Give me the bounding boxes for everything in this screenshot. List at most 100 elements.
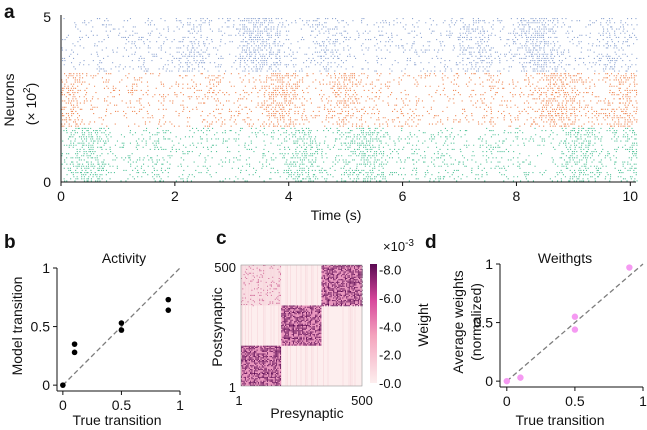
heatmap-block-1 bbox=[281, 305, 322, 346]
heatmap-block-fill bbox=[241, 265, 282, 306]
colorbar-tick-label: -2.0 bbox=[379, 348, 401, 363]
raster-xtick-label: 4 bbox=[285, 188, 293, 204]
heatmap-block-0 bbox=[241, 345, 282, 386]
raster-bands bbox=[61, 18, 638, 182]
colorbar-scale-text: ×10 bbox=[383, 239, 405, 254]
ytick-label: 1 bbox=[485, 256, 493, 272]
raster-band-population-3 bbox=[61, 18, 638, 72]
heatmap-xtick-1: 1 bbox=[235, 393, 242, 408]
identity-line bbox=[62, 267, 181, 386]
activity-panel: Activity 0 0.5 1 0 0.5 1 True transition Mode… bbox=[9, 250, 184, 428]
scatter-point bbox=[571, 313, 579, 320]
ytick-label: 0 bbox=[42, 377, 50, 393]
heatmap-block-cells bbox=[321, 265, 363, 307]
scatter-point bbox=[165, 296, 172, 303]
scatter-point bbox=[71, 341, 78, 347]
raster-ytick-label: 5 bbox=[43, 9, 51, 25]
heatmap-block-2 bbox=[321, 265, 363, 307]
ytick-label: 1 bbox=[42, 260, 50, 276]
raster-ylabel-unit-group: (× 102) bbox=[22, 83, 39, 126]
activity-ylabel-group: Model transition bbox=[9, 277, 25, 376]
heatmap-ytick-500: 500 bbox=[214, 260, 236, 275]
weights-ylabel: Average weights bbox=[450, 270, 466, 373]
colorbar-tick-label: -0.0 bbox=[379, 376, 401, 391]
raster-spikes-population-1 bbox=[61, 127, 638, 182]
raster-xtick-label: 6 bbox=[399, 188, 407, 204]
raster-ylabel-unit: (× 102) bbox=[22, 83, 39, 126]
heatmap-block-3 bbox=[241, 265, 282, 307]
raster-spikes-population-2 bbox=[61, 73, 638, 127]
xtick-label: 1 bbox=[639, 393, 647, 409]
raster-xtick-label: 2 bbox=[171, 188, 179, 204]
weights-ylabel-group: Average weights bbox=[450, 270, 466, 373]
heatmap-frame bbox=[240, 264, 363, 387]
raster-ylabel-group: Neurons bbox=[1, 74, 17, 127]
weight-heatmap bbox=[240, 264, 363, 387]
colorbar-scale: ×10-3 bbox=[383, 238, 414, 254]
scatter-point bbox=[503, 377, 511, 385]
colorbar-label-group: Weight bbox=[415, 303, 431, 346]
colorbar-tick-label: -4.0 bbox=[379, 319, 401, 334]
ytick-label: 0.5 bbox=[31, 319, 51, 335]
raster-ytick-label: 0 bbox=[43, 174, 51, 190]
heatmap-xlabel: Presynaptic bbox=[270, 405, 343, 421]
raster-ylabel-exp: 2 bbox=[22, 87, 33, 93]
weights-title: Weithgts bbox=[538, 250, 592, 266]
colorbar-label: Weight bbox=[415, 303, 431, 346]
activity-title: Activity bbox=[102, 250, 146, 266]
activity-xlabel: True transition bbox=[73, 412, 162, 428]
ytick-label: 0.5 bbox=[474, 315, 494, 331]
scatter-point bbox=[626, 264, 633, 271]
raster-ylabel: Neurons bbox=[1, 74, 17, 127]
heatmap-block-cells bbox=[241, 345, 281, 386]
scatter-point bbox=[118, 320, 125, 326]
panel-letter-b: b bbox=[4, 232, 16, 253]
activity-plot: 0 0.5 1 0 0.5 1 bbox=[31, 260, 185, 413]
scatter-point bbox=[60, 382, 66, 388]
scatter-point bbox=[118, 327, 125, 333]
heatmap-ylabel-group: Postsynaptic bbox=[209, 287, 225, 366]
raster-ylabel-unit-text: (× 10 bbox=[23, 93, 39, 126]
colorbar-tick-label: -8.0 bbox=[379, 263, 401, 278]
weight-heatmap-panel: -0.0 -2.0 -4.0 -6.0 -8.0 Presynaptic Postsyn… bbox=[209, 238, 431, 421]
xtick-label: 0 bbox=[503, 393, 511, 409]
panel-letter-d: d bbox=[425, 232, 437, 253]
identity-line bbox=[506, 263, 644, 382]
xtick-label: 0 bbox=[59, 397, 67, 413]
heatmap-block-cells bbox=[281, 305, 322, 346]
weights-plot: 0 0.5 1 0 0.5 1 bbox=[474, 256, 647, 409]
activity-ylabel: Model transition bbox=[9, 277, 25, 376]
raster-ylabel-close: ) bbox=[23, 83, 39, 88]
colorbar-scale-exp: -3 bbox=[405, 238, 414, 249]
raster-band-population-2 bbox=[61, 73, 638, 127]
weight-colorbar: -0.0 -2.0 -4.0 -6.0 -8.0 bbox=[370, 263, 401, 391]
weights-ylabel2-group: (normalized) bbox=[468, 283, 484, 361]
heatmap-xtick-500: 500 bbox=[351, 393, 373, 408]
colorbar-bar bbox=[370, 264, 377, 383]
scatter-point bbox=[71, 349, 78, 356]
raster-xtick-label: 8 bbox=[513, 188, 521, 204]
scatter-point bbox=[165, 307, 172, 313]
heatmap-ylabel: Postsynaptic bbox=[209, 287, 225, 366]
panel-letter-c: c bbox=[216, 228, 227, 249]
xtick-label: 1 bbox=[176, 397, 184, 413]
raster-xlabel: Time (s) bbox=[311, 207, 362, 223]
colorbar-tick-label: -6.0 bbox=[379, 291, 401, 306]
raster-spikes-population-3 bbox=[61, 18, 638, 72]
xtick-label: 0.5 bbox=[112, 397, 132, 413]
raster-band-population-1 bbox=[61, 127, 638, 182]
heatmap-ytick-1: 1 bbox=[229, 380, 236, 395]
raster-xtick-label: 10 bbox=[623, 188, 639, 204]
raster-xtick-label: 0 bbox=[57, 188, 65, 204]
scatter-point bbox=[517, 374, 524, 381]
raster-axes: 0 2 4 6 8 10 0 5 bbox=[43, 9, 638, 204]
weights-panel: Weithgts 0 0.5 1 0 0.5 1 True transition Aver… bbox=[450, 250, 647, 428]
ytick-label: 0 bbox=[485, 373, 493, 389]
scatter-point bbox=[571, 326, 579, 333]
panel-letter-a: a bbox=[4, 2, 15, 23]
xtick-label: 0.5 bbox=[565, 393, 585, 409]
weights-ylabel2: (normalized) bbox=[468, 283, 484, 361]
weights-xlabel: True transition bbox=[516, 412, 605, 428]
